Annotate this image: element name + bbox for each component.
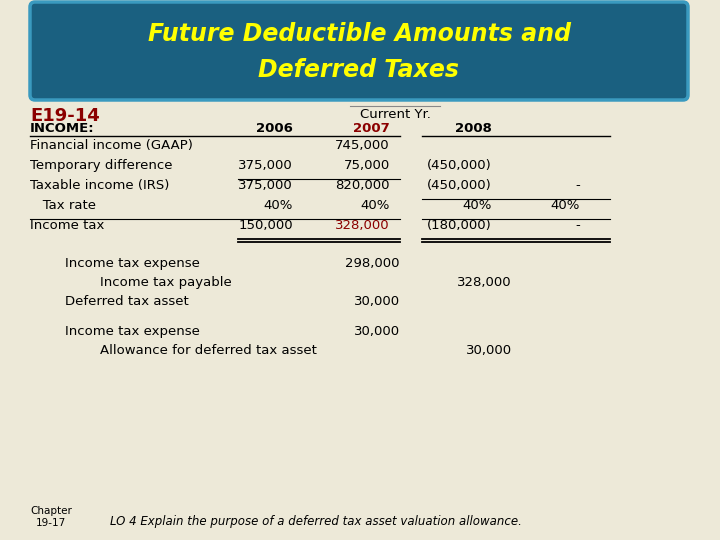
Text: 40%: 40%: [463, 199, 492, 212]
Text: Future Deductible Amounts and: Future Deductible Amounts and: [148, 22, 570, 46]
Text: 30,000: 30,000: [354, 295, 400, 308]
Text: -: -: [575, 179, 580, 192]
Text: 40%: 40%: [264, 199, 293, 212]
Text: Deferred Taxes: Deferred Taxes: [258, 58, 459, 82]
Text: 2008: 2008: [455, 122, 492, 135]
Text: 820,000: 820,000: [336, 179, 390, 192]
Text: Tax rate: Tax rate: [30, 199, 96, 212]
Text: Income tax payable: Income tax payable: [100, 276, 232, 289]
Text: (180,000): (180,000): [427, 219, 492, 232]
Text: 2006: 2006: [256, 122, 293, 135]
Text: Current Yr.: Current Yr.: [359, 108, 431, 121]
Text: 30,000: 30,000: [354, 326, 400, 339]
Text: Financial income (GAAP): Financial income (GAAP): [30, 139, 193, 152]
Text: Taxable income (IRS): Taxable income (IRS): [30, 179, 169, 192]
Text: 40%: 40%: [551, 199, 580, 212]
Text: 40%: 40%: [361, 199, 390, 212]
Text: 375,000: 375,000: [238, 179, 293, 192]
Text: 75,000: 75,000: [343, 159, 390, 172]
Text: Chapter
19-17: Chapter 19-17: [30, 507, 72, 528]
Text: Deferred tax asset: Deferred tax asset: [65, 295, 189, 308]
Text: 2007: 2007: [354, 122, 390, 135]
Text: 30,000: 30,000: [466, 345, 512, 357]
Text: 375,000: 375,000: [238, 159, 293, 172]
Text: Income tax: Income tax: [30, 219, 104, 232]
Text: Income tax expense: Income tax expense: [65, 257, 200, 270]
Text: 298,000: 298,000: [346, 257, 400, 270]
Text: -: -: [575, 219, 580, 232]
Text: Income tax expense: Income tax expense: [65, 326, 200, 339]
Text: 150,000: 150,000: [238, 219, 293, 232]
Text: Temporary difference: Temporary difference: [30, 159, 173, 172]
Text: E19-14: E19-14: [30, 107, 100, 125]
Text: 328,000: 328,000: [336, 219, 390, 232]
Text: Allowance for deferred tax asset: Allowance for deferred tax asset: [100, 345, 317, 357]
FancyBboxPatch shape: [30, 2, 688, 100]
Text: LO 4 Explain the purpose of a deferred tax asset valuation allowance.: LO 4 Explain the purpose of a deferred t…: [110, 515, 522, 528]
Text: INCOME:: INCOME:: [30, 122, 94, 135]
Text: 328,000: 328,000: [457, 276, 512, 289]
Text: 745,000: 745,000: [336, 139, 390, 152]
Text: (450,000): (450,000): [427, 159, 492, 172]
Text: (450,000): (450,000): [427, 179, 492, 192]
